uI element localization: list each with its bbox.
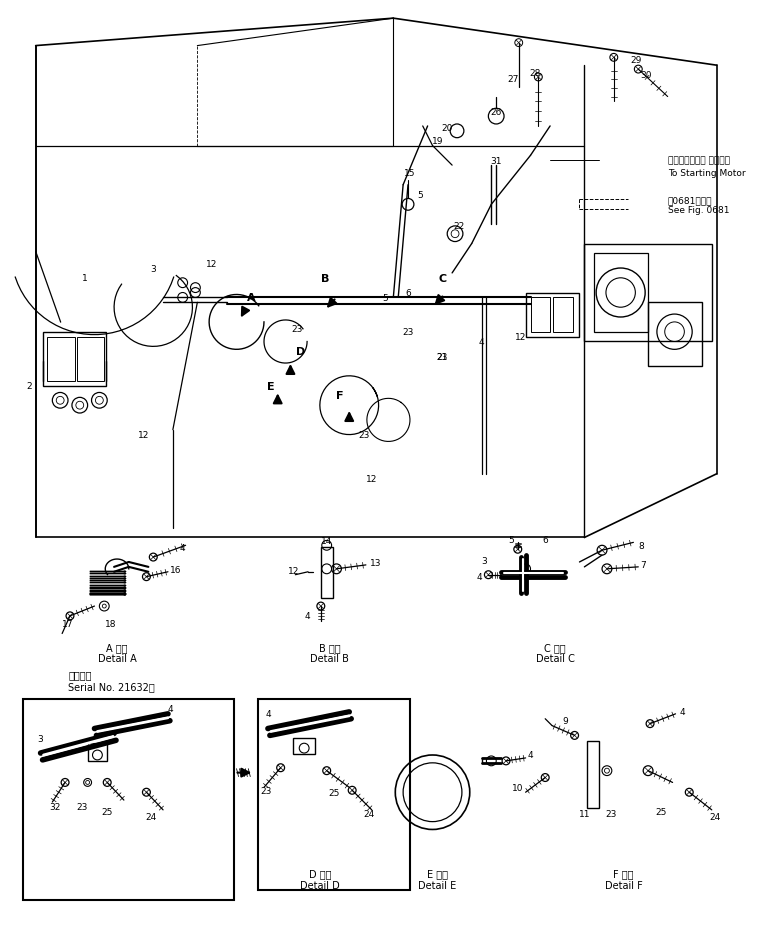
Bar xyxy=(526,293,579,337)
Text: 19: 19 xyxy=(431,137,443,146)
Text: 28: 28 xyxy=(530,69,541,78)
Text: 24: 24 xyxy=(146,812,157,821)
Text: 23: 23 xyxy=(437,352,448,362)
Text: 26: 26 xyxy=(491,108,502,117)
Text: 29: 29 xyxy=(631,56,642,65)
Text: 14: 14 xyxy=(321,537,332,545)
Text: 8: 8 xyxy=(639,541,644,551)
Text: 3: 3 xyxy=(150,264,156,273)
Text: E 詳細: E 詳細 xyxy=(427,869,448,879)
Text: 21: 21 xyxy=(437,352,448,362)
Text: 4: 4 xyxy=(180,543,185,552)
Text: 20: 20 xyxy=(441,124,453,133)
Text: 23: 23 xyxy=(605,809,616,819)
Text: See Fig. 0681: See Fig. 0681 xyxy=(668,206,729,214)
Text: 7: 7 xyxy=(640,561,646,570)
Text: 24: 24 xyxy=(363,809,374,819)
Text: 32: 32 xyxy=(50,803,61,811)
Text: B: B xyxy=(321,273,329,284)
Text: E: E xyxy=(267,381,274,391)
Text: 25: 25 xyxy=(655,807,667,817)
Text: 22: 22 xyxy=(453,222,465,231)
Bar xyxy=(88,743,107,761)
Text: 9: 9 xyxy=(562,717,568,726)
Text: 4: 4 xyxy=(167,705,173,714)
Text: Detail A: Detail A xyxy=(98,654,136,664)
Text: D 詳細: D 詳細 xyxy=(309,869,331,879)
Text: 4: 4 xyxy=(477,573,482,581)
Text: F 詳細: F 詳細 xyxy=(613,869,634,879)
Text: Detail C: Detail C xyxy=(536,654,575,664)
Text: 17: 17 xyxy=(62,619,74,629)
Text: 適用号機: 適用号機 xyxy=(68,670,91,679)
Text: 第0681図参照: 第0681図参照 xyxy=(668,196,712,205)
Text: 31: 31 xyxy=(491,157,502,166)
Text: 24: 24 xyxy=(709,812,720,821)
Text: 23: 23 xyxy=(402,328,414,337)
Text: B 詳細: B 詳細 xyxy=(319,642,341,653)
Bar xyxy=(530,298,550,333)
Text: A 詳細: A 詳細 xyxy=(106,642,128,653)
Text: 1: 1 xyxy=(82,274,88,283)
Text: To Starting Motor: To Starting Motor xyxy=(668,170,745,178)
Text: 23: 23 xyxy=(358,431,370,439)
Text: 18: 18 xyxy=(105,619,117,629)
Bar xyxy=(648,303,702,366)
Text: 4: 4 xyxy=(528,751,533,759)
Text: 23: 23 xyxy=(292,324,303,334)
Text: 2: 2 xyxy=(26,382,32,390)
Bar xyxy=(43,333,106,387)
Text: 25: 25 xyxy=(101,807,113,817)
Text: 5: 5 xyxy=(508,536,514,544)
Text: Detail B: Detail B xyxy=(310,654,349,664)
Text: 16: 16 xyxy=(170,565,181,575)
Text: A: A xyxy=(247,293,255,303)
Text: C: C xyxy=(438,273,447,284)
Text: 30: 30 xyxy=(640,70,652,80)
Bar xyxy=(553,298,572,333)
Text: 4: 4 xyxy=(304,612,310,621)
Text: 13: 13 xyxy=(370,559,382,568)
Text: F: F xyxy=(336,391,343,401)
Text: 5: 5 xyxy=(383,294,389,302)
Bar xyxy=(293,739,315,755)
Text: 6: 6 xyxy=(543,536,548,544)
Text: 12: 12 xyxy=(515,333,527,342)
Text: 6: 6 xyxy=(405,288,411,298)
Bar xyxy=(23,699,234,900)
Text: 3: 3 xyxy=(37,734,43,743)
Text: 12: 12 xyxy=(138,431,149,439)
Text: Detail F: Detail F xyxy=(605,881,642,890)
Bar xyxy=(258,699,410,890)
Text: 11: 11 xyxy=(578,809,590,819)
Text: 23: 23 xyxy=(76,803,88,811)
Text: C 詳細: C 詳細 xyxy=(544,642,566,653)
Text: スターティング モータへ: スターティング モータへ xyxy=(668,157,730,166)
Bar xyxy=(47,337,75,381)
Text: 10: 10 xyxy=(512,783,523,792)
Text: 27: 27 xyxy=(507,75,519,84)
Bar xyxy=(594,254,648,333)
Text: 4: 4 xyxy=(265,709,271,718)
Text: 12: 12 xyxy=(207,260,218,268)
Text: Detail D: Detail D xyxy=(300,881,340,890)
Bar xyxy=(584,244,712,342)
Text: 23: 23 xyxy=(261,786,271,795)
Text: 12: 12 xyxy=(288,566,299,576)
Text: Detail E: Detail E xyxy=(418,881,456,890)
Text: 5: 5 xyxy=(417,191,423,200)
Text: 12: 12 xyxy=(366,475,377,484)
Text: 4: 4 xyxy=(680,707,685,717)
Text: Serial No. 21632～: Serial No. 21632～ xyxy=(68,681,155,692)
Text: D: D xyxy=(296,347,305,357)
Text: 15: 15 xyxy=(404,170,416,178)
Text: 4: 4 xyxy=(479,337,485,347)
Text: 3: 3 xyxy=(482,556,488,565)
Bar xyxy=(321,548,332,599)
Bar xyxy=(588,742,599,808)
Text: 25: 25 xyxy=(329,788,340,797)
Bar xyxy=(77,337,104,381)
